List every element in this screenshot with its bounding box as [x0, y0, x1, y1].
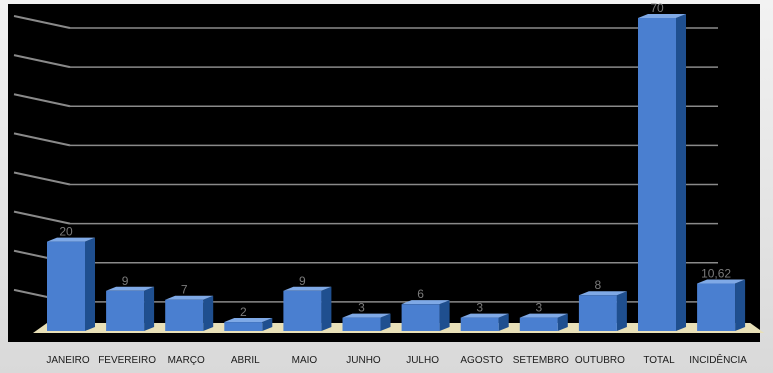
bar	[401, 304, 440, 331]
bar-top	[47, 237, 95, 242]
category-label: MARÇO	[168, 355, 205, 366]
bar-side	[439, 300, 450, 331]
value-label: 3	[476, 301, 483, 315]
category-label: OUTUBRO	[575, 355, 625, 366]
bar-top	[401, 300, 450, 305]
bar-side	[498, 313, 509, 331]
bar-top	[106, 286, 155, 291]
value-label: 9	[299, 274, 306, 288]
category-label: JULHO	[406, 355, 439, 366]
bar-side	[85, 237, 95, 331]
bar	[578, 295, 617, 331]
category-label: MAIO	[292, 355, 318, 366]
gridline-edge	[13, 15, 71, 29]
category-label: SETEMBRO	[513, 355, 569, 366]
gridline-edge	[13, 210, 71, 225]
bar-top	[224, 318, 273, 323]
bar-top	[578, 291, 627, 296]
bar-top	[342, 313, 391, 318]
category-label: FEVEREIRO	[98, 355, 156, 366]
bar	[47, 241, 85, 331]
bar	[697, 283, 736, 331]
value-label: 9	[122, 274, 129, 288]
category-labels: JANEIRO FEVEREIRO MARÇO ABRIL MAIO JUNHO JULHO…	[46, 353, 747, 366]
plot-background	[8, 4, 760, 342]
bar	[460, 317, 499, 331]
value-labels: 20 9 7 2 9 3 6 3 3 8 70 10,62	[59, 1, 731, 319]
bar-top	[460, 313, 509, 318]
bar	[165, 299, 204, 331]
bars	[47, 14, 746, 331]
bar	[224, 322, 263, 331]
value-label: 20	[59, 225, 73, 239]
gridline-edge	[13, 93, 71, 108]
bar	[638, 18, 676, 331]
category-label: ABRIL	[231, 355, 260, 366]
bar-side	[557, 313, 568, 331]
category-label: JUNHO	[346, 355, 381, 366]
value-label: 70	[650, 1, 664, 15]
bar-top	[519, 313, 568, 318]
value-label: 3	[535, 301, 542, 315]
value-label: 10,62	[701, 267, 731, 281]
category-label: JANEIRO	[46, 355, 90, 366]
bar-side	[144, 286, 155, 331]
bar-top	[165, 295, 214, 300]
bar-side	[321, 286, 332, 331]
bar-side	[735, 279, 746, 331]
bar-top	[697, 279, 746, 284]
category-label: TOTAL	[643, 355, 675, 366]
gridline-edge	[13, 171, 71, 186]
bar-side	[380, 313, 391, 331]
bar-side	[262, 318, 273, 331]
bar-side	[676, 14, 686, 331]
value-label: 6	[417, 287, 424, 301]
bar	[283, 290, 322, 331]
bar-side	[616, 291, 627, 331]
category-label: INCIDÊNCIA	[689, 353, 747, 366]
gridline-edge	[13, 54, 71, 69]
bar	[519, 317, 558, 331]
bar-top	[638, 14, 686, 18]
bar-top	[283, 286, 332, 291]
gridlines	[13, 15, 718, 303]
value-label: 2	[240, 305, 247, 319]
value-label: 3	[358, 301, 365, 315]
value-label: 8	[595, 278, 602, 292]
bar-side	[203, 295, 214, 331]
bar	[342, 317, 381, 331]
value-label: 7	[181, 283, 188, 297]
category-label: AGOSTO	[460, 355, 503, 366]
bar	[106, 290, 145, 331]
gridline-edge	[13, 132, 71, 147]
